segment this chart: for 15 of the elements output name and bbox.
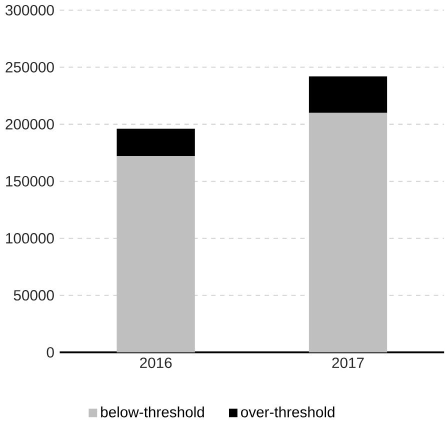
y-tick-label: 150000	[6, 176, 54, 186]
x-tick-label: 2017	[332, 357, 364, 368]
bar	[116, 128, 195, 156]
bar	[308, 76, 388, 113]
y-tick-label: 200000	[6, 118, 54, 130]
y-tick-label: 50000	[14, 290, 54, 300]
y-tick-label: 250000	[6, 62, 54, 72]
bar	[116, 156, 195, 352]
x-tick-label: 2016	[140, 357, 172, 368]
legend-label: over-threshold	[241, 406, 334, 418]
y-tick-label: 0	[46, 346, 54, 358]
y-tick-label: 100000	[6, 232, 54, 244]
legend-label: below-threshold	[101, 406, 204, 418]
bar	[308, 112, 388, 352]
y-tick-label: 300000	[6, 4, 54, 16]
